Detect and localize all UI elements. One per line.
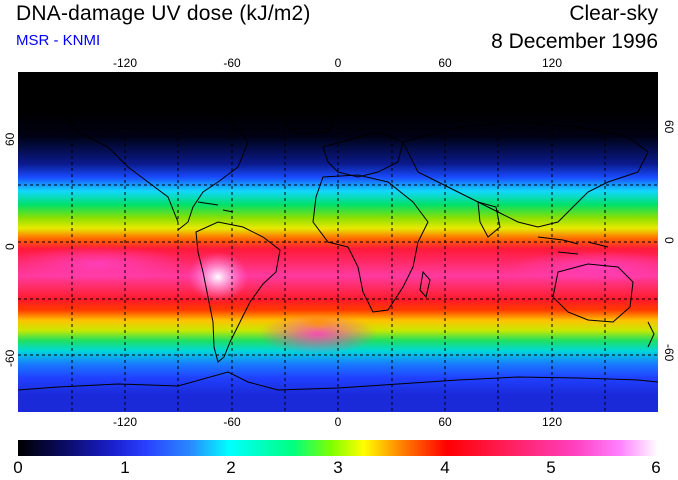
lon-tick-bottom: 120 (541, 415, 563, 429)
lon-tick-top: -60 (223, 56, 241, 70)
colorbar-tick: 0 (13, 458, 23, 477)
colorbar-tick: 4 (440, 458, 450, 477)
lat-tick-right: 60 (662, 120, 676, 134)
colorbar (18, 440, 658, 456)
lat-tick-left: -60 (3, 349, 17, 367)
uv-hotspot (508, 251, 658, 283)
graticule (18, 72, 658, 412)
uv-hotspot (298, 314, 338, 330)
lat-tick-left: 0 (3, 243, 17, 250)
colorbar-tick: 3 (333, 458, 343, 477)
sky-condition: Clear-sky (569, 2, 658, 25)
uv-hotspot (258, 314, 378, 354)
lon-tick-top: 120 (541, 56, 563, 70)
lon-tick-top: 0 (334, 56, 342, 70)
map-date: 8 December 1996 (491, 30, 658, 53)
uv-dose-map (18, 72, 658, 412)
lon-tick-bottom: 0 (334, 415, 342, 429)
uv-map-svg (18, 72, 658, 412)
lat-tick-left: 60 (3, 132, 17, 146)
colorbar-tick: 1 (120, 458, 130, 477)
lon-tick-top: -120 (112, 56, 138, 70)
map-title: DNA-damage UV dose (kJ/m2) (16, 2, 311, 25)
lat-tick-right: 0 (662, 237, 676, 244)
lon-tick-bottom: -60 (223, 415, 241, 429)
lon-tick-bottom: 60 (438, 415, 452, 429)
uv-hotspot (18, 246, 188, 282)
lon-tick-bottom: -120 (112, 415, 138, 429)
map-source: MSR - KNMI (16, 32, 101, 49)
colorbar-tick: 5 (546, 458, 556, 477)
colorbar-tick: 2 (226, 458, 236, 477)
lon-tick-top: 60 (438, 56, 452, 70)
lat-tick-right: -60 (662, 344, 676, 362)
colorbar-tick: 6 (651, 458, 661, 477)
uv-hotspot (188, 252, 248, 302)
coastlines (18, 96, 658, 391)
